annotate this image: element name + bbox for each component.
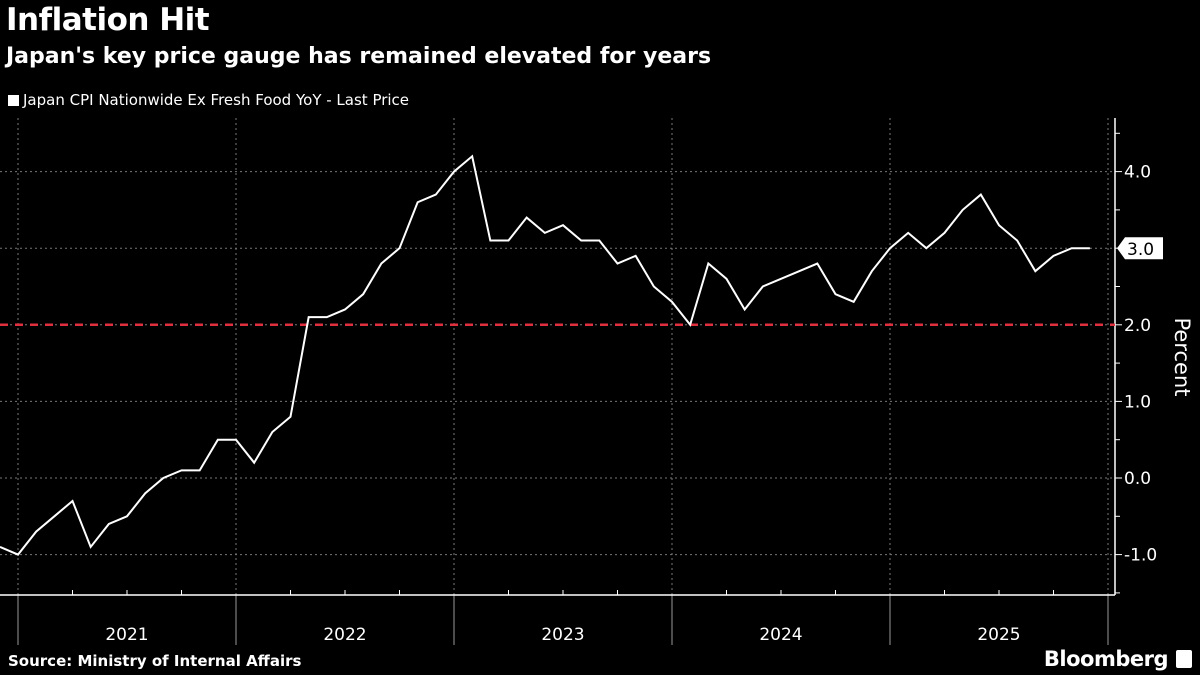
data-point bbox=[1053, 255, 1054, 257]
data-point bbox=[35, 531, 37, 533]
data-point bbox=[362, 293, 364, 295]
data-point bbox=[126, 515, 128, 517]
data-point bbox=[181, 469, 182, 471]
data-point bbox=[0, 546, 1, 548]
data-point bbox=[1016, 240, 1018, 242]
x-tick-label: 2025 bbox=[977, 625, 1020, 645]
data-point bbox=[925, 247, 927, 249]
data-point bbox=[380, 263, 382, 265]
chart-subtitle: Japan's key price gauge has remained ele… bbox=[6, 44, 712, 69]
bar-chart-icon bbox=[1176, 650, 1192, 668]
data-point bbox=[653, 286, 655, 287]
y-tick-label: -1.0 bbox=[1124, 546, 1157, 566]
data-point bbox=[217, 439, 219, 441]
data-point bbox=[508, 240, 509, 242]
data-point bbox=[907, 232, 909, 234]
data-point bbox=[726, 278, 727, 280]
data-point bbox=[271, 431, 273, 433]
data-point bbox=[889, 247, 891, 249]
data-point bbox=[399, 247, 400, 249]
data-point bbox=[253, 462, 255, 464]
data-point bbox=[417, 201, 419, 203]
last-value-badge bbox=[1117, 237, 1163, 260]
data-point bbox=[816, 263, 818, 265]
x-tick-label: 2021 bbox=[105, 625, 148, 645]
y-tick-label: 1.0 bbox=[1124, 392, 1151, 412]
data-point bbox=[544, 232, 546, 234]
y-tick-label: 2.0 bbox=[1124, 316, 1151, 336]
logo-text: Bloomberg bbox=[1043, 647, 1169, 671]
data-point bbox=[290, 416, 291, 418]
y-axis-label: Percent bbox=[1170, 317, 1194, 396]
x-tick-label: 2023 bbox=[541, 625, 584, 645]
data-point bbox=[780, 278, 782, 280]
data-point bbox=[798, 270, 800, 272]
data-point bbox=[435, 194, 437, 196]
legend-label: Japan CPI Nationwide Ex Fresh Food YoY -… bbox=[23, 91, 410, 109]
x-tick-label: 2024 bbox=[759, 625, 802, 645]
data-point bbox=[308, 316, 310, 318]
data-point bbox=[598, 240, 600, 242]
data-point bbox=[707, 263, 709, 265]
data-point bbox=[689, 324, 691, 326]
data-point bbox=[1034, 270, 1036, 272]
data-point bbox=[562, 224, 564, 226]
data-point bbox=[326, 316, 328, 318]
data-point bbox=[617, 263, 618, 265]
data-point bbox=[744, 308, 746, 310]
data-point bbox=[853, 301, 855, 303]
data-point bbox=[835, 293, 836, 295]
data-point bbox=[671, 301, 673, 303]
data-point bbox=[998, 224, 1000, 226]
y-tick-label: 4.0 bbox=[1124, 163, 1151, 183]
data-point bbox=[526, 217, 528, 219]
data-point bbox=[635, 255, 637, 257]
data-point bbox=[108, 523, 110, 525]
data-point bbox=[762, 286, 764, 287]
data-point bbox=[962, 209, 964, 211]
data-point bbox=[199, 469, 201, 471]
data-point bbox=[72, 500, 73, 502]
data-point bbox=[453, 171, 455, 173]
last-value-label: 3.0 bbox=[1127, 240, 1154, 260]
data-point bbox=[144, 492, 146, 494]
source-note: Source: Ministry of Internal Affairs bbox=[8, 652, 302, 670]
data-point bbox=[1071, 247, 1073, 249]
data-point bbox=[162, 477, 164, 479]
chart-title: Inflation Hit bbox=[6, 2, 210, 38]
data-point bbox=[580, 240, 582, 242]
data-point bbox=[90, 546, 92, 548]
data-point bbox=[17, 554, 19, 556]
data-point bbox=[944, 232, 945, 234]
cpi-series-line bbox=[0, 154, 1090, 556]
legend: Japan CPI Nationwide Ex Fresh Food YoY -… bbox=[8, 91, 409, 109]
data-point bbox=[871, 270, 873, 272]
data-point bbox=[489, 240, 491, 242]
data-point bbox=[471, 155, 473, 157]
bloomberg-logo: Bloomberg bbox=[1044, 647, 1192, 671]
data-point bbox=[53, 515, 55, 517]
data-point bbox=[1089, 247, 1091, 249]
y-tick-label: 0.0 bbox=[1124, 469, 1151, 489]
legend-swatch bbox=[8, 94, 19, 106]
data-point bbox=[235, 439, 237, 441]
data-point bbox=[980, 194, 982, 196]
x-tick-label: 2022 bbox=[323, 625, 366, 645]
data-point bbox=[344, 308, 346, 310]
